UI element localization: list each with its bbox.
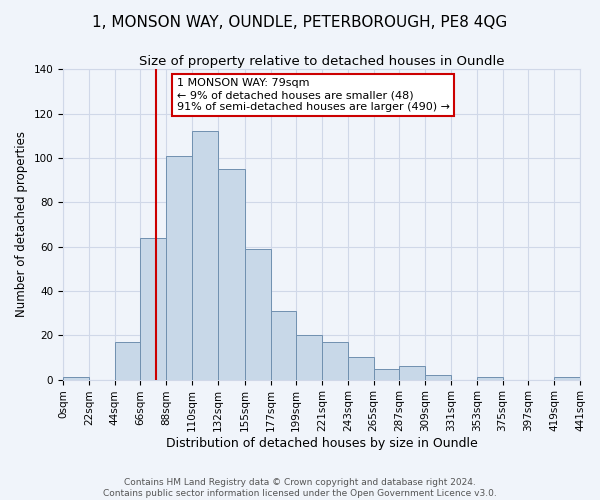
Bar (296, 335, 322, 380)
Bar (115, 342, 140, 380)
Bar (166, 156, 192, 380)
Title: Size of property relative to detached houses in Oundle: Size of property relative to detached ho… (139, 55, 504, 68)
Bar (218, 169, 245, 380)
Bar (425, 375, 451, 380)
Text: Contains HM Land Registry data © Crown copyright and database right 2024.
Contai: Contains HM Land Registry data © Crown c… (103, 478, 497, 498)
Text: 1 MONSON WAY: 79sqm
← 9% of detached houses are smaller (48)
91% of semi-detache: 1 MONSON WAY: 79sqm ← 9% of detached hou… (177, 78, 450, 112)
Bar (140, 238, 166, 380)
Y-axis label: Number of detached properties: Number of detached properties (15, 132, 28, 318)
Bar (374, 368, 400, 380)
Bar (477, 378, 503, 380)
Bar (271, 311, 296, 380)
Bar (400, 366, 425, 380)
Text: 1, MONSON WAY, OUNDLE, PETERBOROUGH, PE8 4QG: 1, MONSON WAY, OUNDLE, PETERBOROUGH, PE8… (92, 15, 508, 30)
Bar (245, 249, 271, 380)
Bar (63, 378, 89, 380)
Bar (554, 378, 580, 380)
Bar (348, 358, 374, 380)
Bar (322, 342, 348, 380)
Bar (192, 132, 218, 380)
X-axis label: Distribution of detached houses by size in Oundle: Distribution of detached houses by size … (166, 437, 478, 450)
